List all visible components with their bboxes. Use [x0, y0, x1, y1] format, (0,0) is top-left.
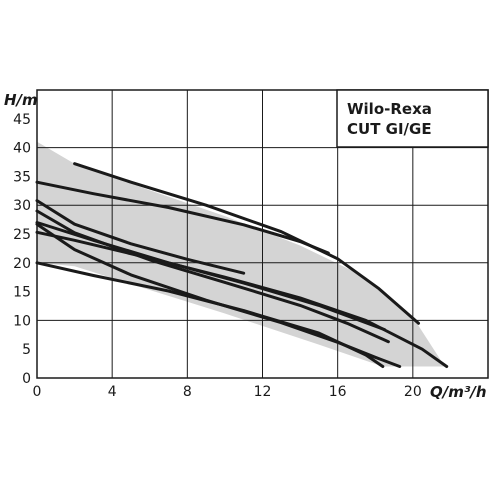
y-tick-label: 45	[13, 112, 31, 128]
pump-curve-2	[35, 180, 330, 255]
legend-title-line-2: CUT GI/GE	[347, 120, 432, 138]
y-tick-label: 10	[13, 313, 31, 329]
envelope-layer	[37, 141, 445, 367]
y-tick-label: 5	[22, 342, 31, 358]
pump-curve-1	[73, 162, 420, 325]
pump-curve-8	[35, 261, 385, 368]
pump-curve-3	[35, 199, 246, 275]
y-tick-label: 25	[13, 227, 31, 243]
x-tick-label: 4	[108, 384, 117, 400]
y-tick-label: 35	[13, 169, 31, 185]
legend-box-frame	[336, 89, 489, 148]
y-tick-label: 20	[13, 256, 31, 272]
x-tick-label: 20	[404, 384, 422, 400]
x-tick-label: 16	[329, 384, 347, 400]
y-tick-label: 40	[13, 141, 31, 157]
y-tick-label: 15	[13, 285, 31, 301]
legend-box: Wilo-Rexa CUT GI/GE	[336, 89, 489, 148]
x-tick-label: 8	[183, 384, 192, 400]
pump-curve-6	[35, 230, 449, 368]
legend-title-line-1: Wilo-Rexa	[347, 100, 432, 118]
x-axis-label: Q/m³/h	[430, 383, 487, 401]
tick-layer: 0 4 8 12 16 20 0 5 10 15 20 25 30 35 40 45	[13, 112, 422, 400]
operating-range-area	[37, 141, 445, 367]
series-layer	[35, 162, 449, 368]
y-axis-label: H/m	[4, 91, 38, 109]
x-tick-label: 0	[33, 384, 42, 400]
x-tick-label: 12	[254, 384, 272, 400]
y-tick-label: 0	[22, 371, 31, 387]
y-tick-label: 30	[13, 198, 31, 214]
plot-frame	[36, 89, 489, 379]
